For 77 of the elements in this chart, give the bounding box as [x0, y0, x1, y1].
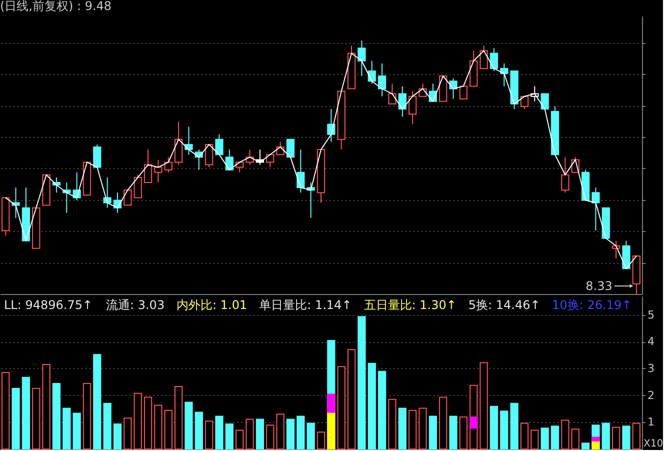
annotation: 10换: 26.19↑ [552, 298, 632, 312]
bar [103, 402, 112, 450]
annotation: 内外比: 1.01 [176, 298, 248, 312]
bar [184, 402, 193, 450]
y-tick-label: 5 [648, 308, 654, 322]
candlestick [500, 62, 508, 87]
candlestick [459, 86, 468, 100]
bar [510, 402, 518, 450]
chart-title: (日线,前复权) : 9.48 [0, 0, 112, 13]
candlestick [286, 138, 295, 158]
bar [622, 426, 630, 450]
candlestick [561, 156, 570, 194]
annotation: 流通: 3.03 [106, 298, 165, 312]
y-axis-title: X10 [644, 438, 664, 450]
candlestick [408, 90, 417, 125]
candlestick [378, 62, 386, 97]
annotation: LL: 94896.75↑ [4, 298, 93, 312]
candlestick [622, 240, 630, 270]
bar [358, 316, 366, 450]
candlestick [154, 159, 162, 183]
bar [215, 416, 224, 450]
bar [470, 416, 478, 429]
candlestick [540, 93, 549, 110]
bar [256, 418, 264, 450]
bar [490, 406, 498, 450]
bar [286, 418, 295, 450]
candlestick [124, 190, 132, 206]
bar [296, 416, 305, 450]
candlestick [225, 149, 234, 170]
candlestick [388, 83, 396, 104]
bar [592, 436, 600, 442]
candlestick [358, 40, 366, 77]
candlestick [520, 96, 529, 110]
bar [194, 412, 203, 450]
candlestick [205, 144, 214, 168]
y-tick-label: 4 [648, 335, 654, 348]
bar [72, 412, 81, 450]
annotation: 5换: 14.46↑ [468, 298, 540, 312]
candlestick [592, 187, 600, 232]
bar [398, 408, 406, 450]
candlestick [215, 134, 224, 156]
candlestick [490, 48, 498, 72]
bar [22, 376, 30, 450]
bar [93, 354, 102, 450]
bar [327, 412, 336, 450]
y-tick-label: 1 [648, 416, 654, 429]
bar [540, 428, 549, 450]
bar [378, 370, 386, 450]
bar [550, 426, 560, 450]
candlestick [93, 144, 102, 168]
annotation: 五日量比: 1.30↑ [364, 298, 456, 312]
bar [225, 424, 234, 450]
y-tick-label: 2 [648, 388, 654, 402]
candlestick [327, 108, 336, 142]
candlestick [164, 156, 172, 173]
bar [602, 422, 610, 450]
bar [449, 416, 458, 450]
bar [581, 442, 590, 450]
candlestick [103, 176, 112, 208]
bar [113, 424, 122, 450]
bar [62, 408, 71, 450]
bar [428, 416, 437, 450]
y-tick-label: 3 [648, 362, 654, 375]
annotation: 单日量比: 1.14↑ [259, 298, 352, 312]
candlestick [266, 154, 274, 168]
bar [52, 383, 61, 450]
annotation: 8.33 [586, 279, 612, 293]
bar [12, 388, 20, 450]
bar [592, 440, 600, 450]
bar [368, 362, 376, 450]
bar [306, 422, 315, 450]
candlestick [134, 174, 142, 198]
bar [500, 410, 508, 450]
candlestick [144, 149, 152, 183]
candlestick [480, 45, 488, 69]
bar [327, 394, 336, 413]
candlestick [184, 126, 193, 156]
